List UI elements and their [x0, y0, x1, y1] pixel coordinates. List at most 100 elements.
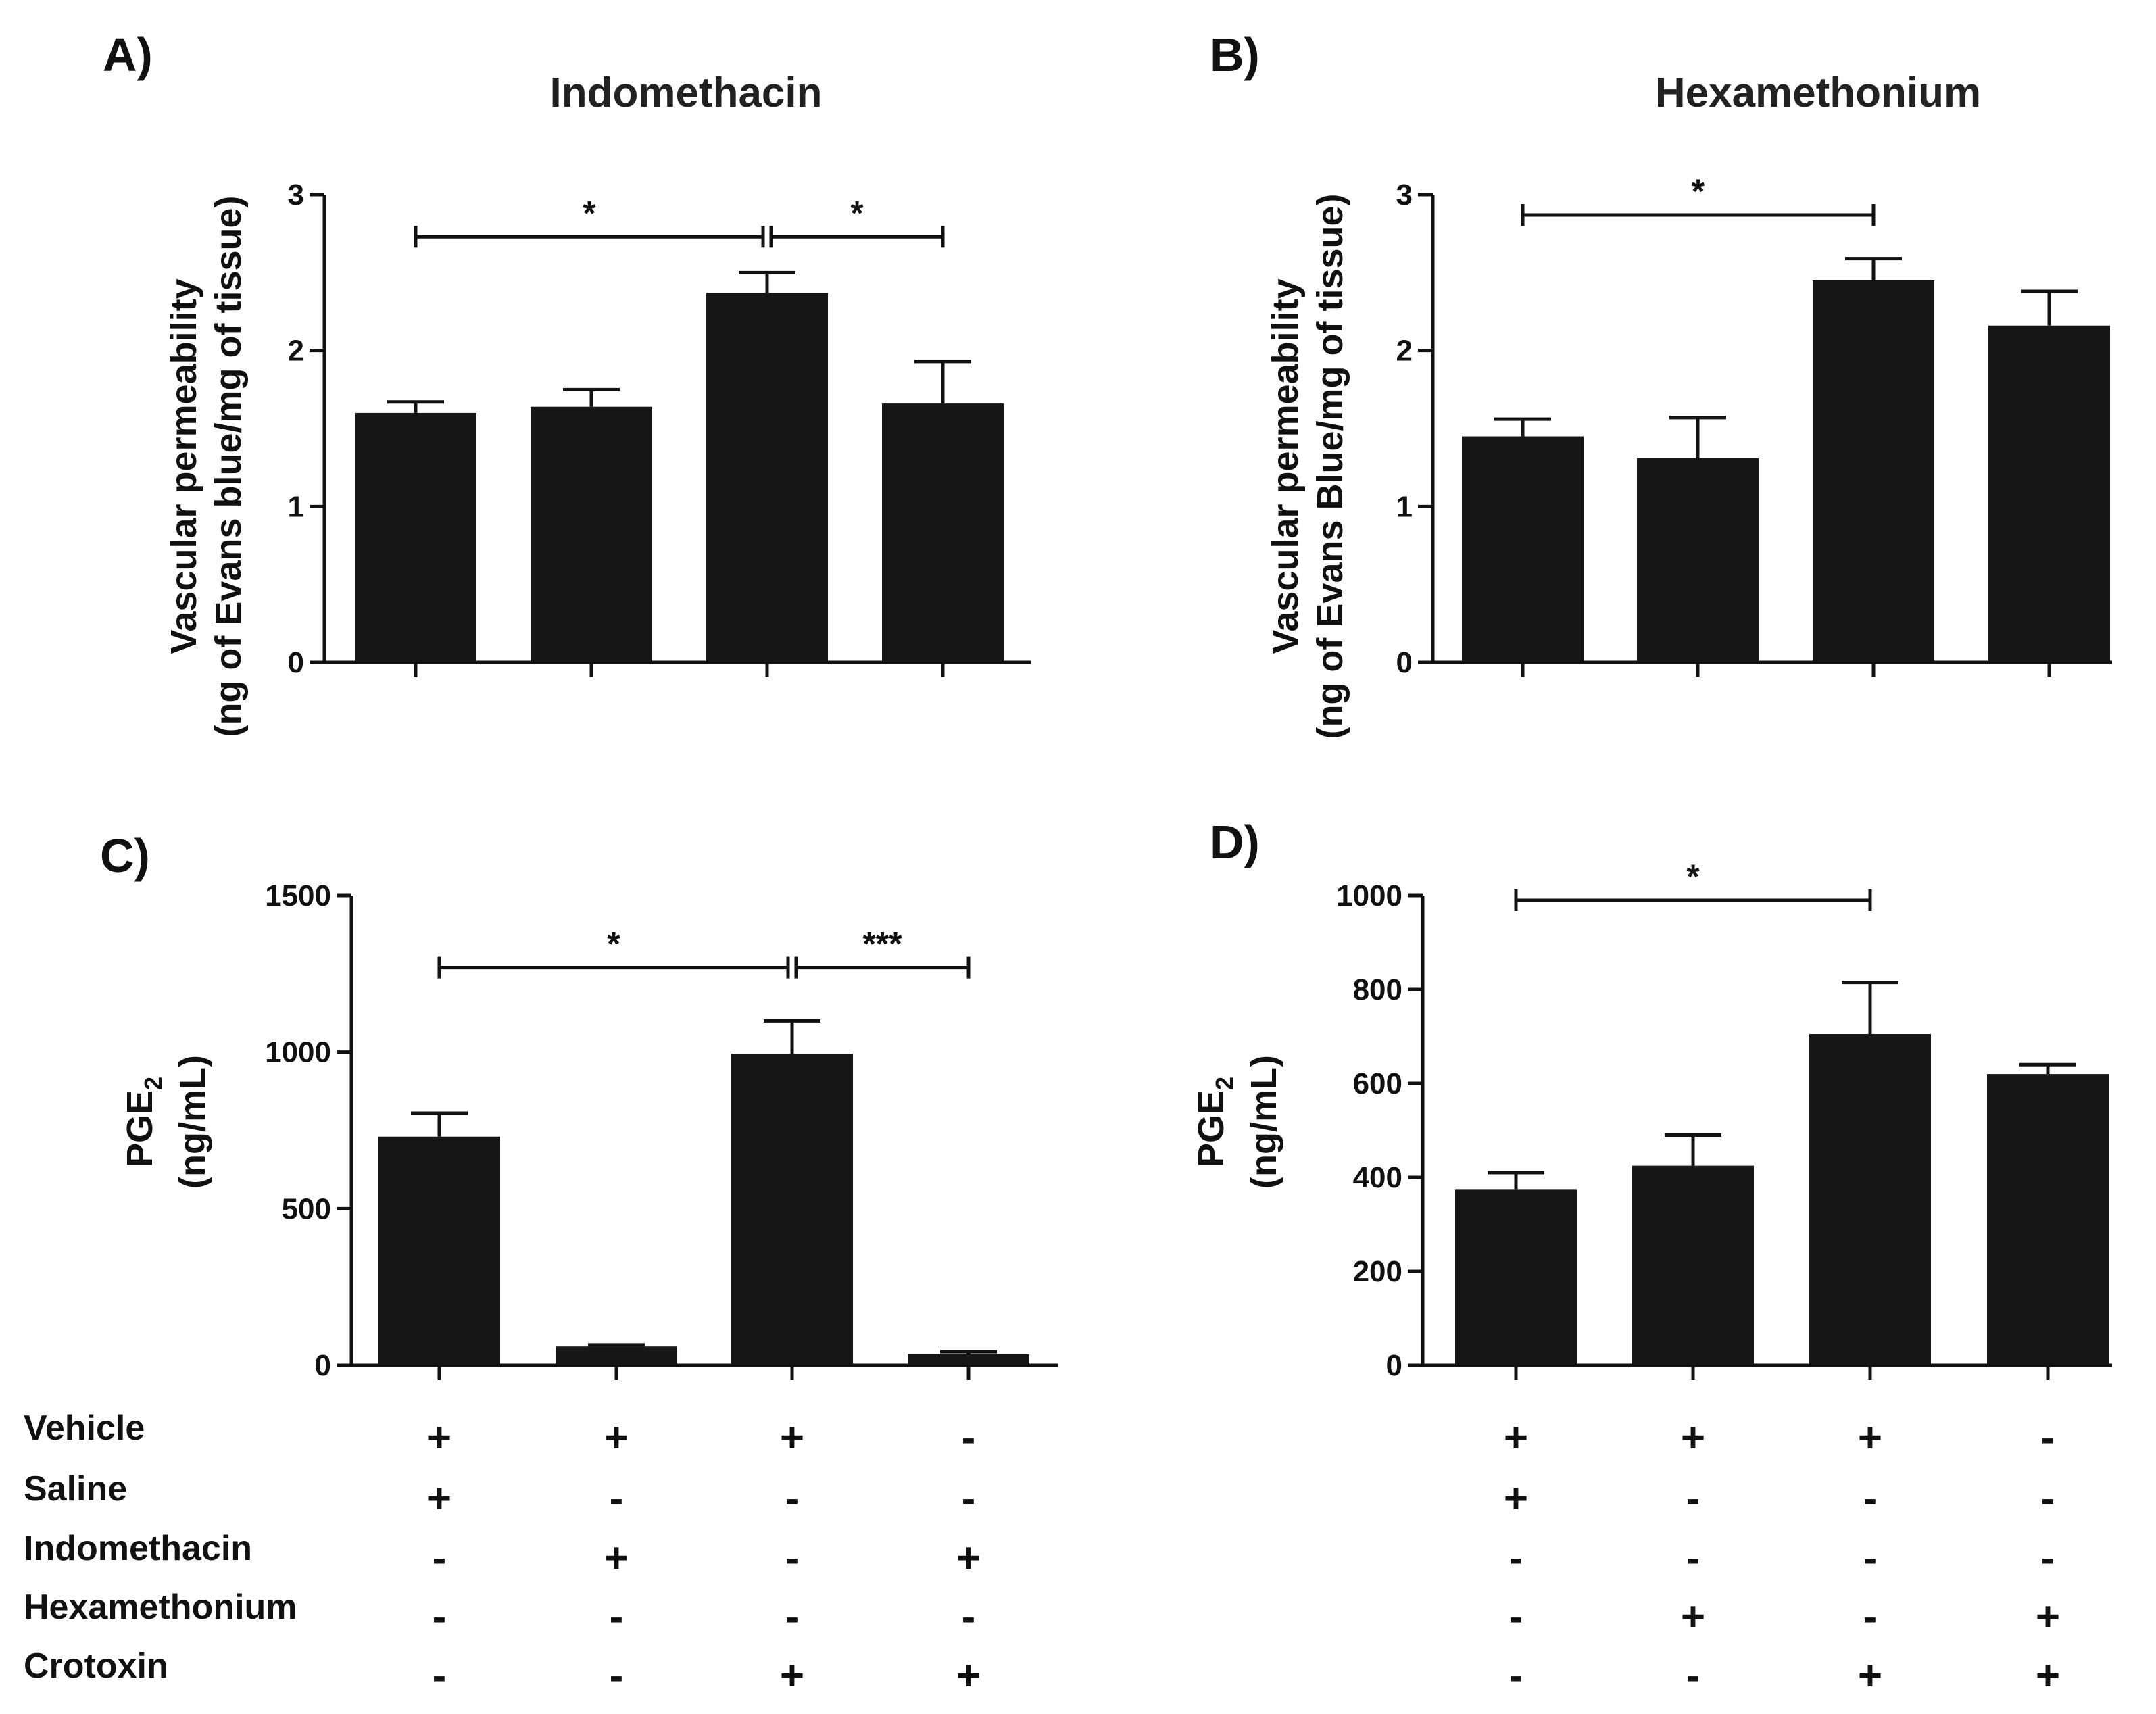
panel-c-significance-label: *	[607, 925, 620, 963]
right-sign-cell: -	[1686, 1475, 1700, 1522]
right-sign-cell: -	[2041, 1415, 2055, 1461]
right-sign-cell: +	[1858, 1652, 1882, 1699]
panel-b-ytick-label: 3	[1396, 178, 1413, 212]
panel-d-significance-label: *	[1686, 858, 1700, 896]
panel-a-bar	[882, 403, 1004, 662]
left-sign-cell: +	[780, 1652, 804, 1699]
left-sign-cell: -	[433, 1652, 447, 1699]
right-sign-cell: -	[1863, 1594, 1878, 1640]
right-sign-cell: +	[1858, 1415, 1882, 1461]
panel-d-ylabel-sub: 2	[1210, 1077, 1238, 1090]
left-sign-cell: -	[962, 1594, 976, 1640]
right-sign-cell: -	[1509, 1594, 1523, 1640]
panel-a-ylabel: Vascular permeability (ng of Evans blue/…	[164, 195, 249, 737]
panel-b-ytick-label: 1	[1396, 490, 1413, 523]
panel-a-ytick-label: 1	[288, 490, 304, 523]
right-sign-cell: -	[1863, 1535, 1878, 1582]
left-sign-cell: +	[427, 1415, 451, 1461]
left-sign-cell: +	[956, 1652, 981, 1699]
panel-b-significance-label: *	[1692, 172, 1705, 210]
panel-letter-c: C)	[100, 829, 150, 882]
row-label-hexamethonium: Hexamethonium	[24, 1588, 297, 1627]
panel-d-ylabel-main: PGE	[1191, 1090, 1231, 1167]
panel-b-ylabel: Vascular permeability (ng of Evans Blue/…	[1265, 193, 1350, 739]
panel-d-ylabel-line1: PGE2	[1191, 1077, 1238, 1167]
panel-a-ytick-label: 0	[288, 646, 304, 679]
row-label-crotoxin: Crotoxin	[24, 1646, 168, 1686]
panel-c-ylabel: PGE2 (ng/mL)	[120, 1055, 213, 1189]
left-sign-cell: -	[962, 1415, 976, 1461]
panel-c-bar	[556, 1346, 677, 1365]
panel-c-ylabel-line1: PGE2	[120, 1077, 167, 1167]
left-sign-cell: +	[604, 1535, 629, 1582]
panel-a-significance-label: *	[583, 194, 596, 232]
right-sign-cell: -	[1863, 1475, 1878, 1522]
right-sign-cell: -	[1509, 1535, 1523, 1582]
panel-letter-b: B)	[1210, 28, 1260, 81]
right-sign-cell: +	[1681, 1594, 1705, 1640]
panel-a-ylabel-line1: Vascular permeability	[164, 278, 204, 654]
panel-d-ylabel: PGE2 (ng/mL)	[1191, 1055, 1284, 1189]
panel-c-bar	[731, 1053, 853, 1365]
panel-b-ytick-label: 2	[1396, 335, 1413, 368]
right-sign-cell: -	[1509, 1652, 1523, 1699]
panel-b-ylabel-line1: Vascular permeability	[1265, 278, 1306, 654]
panel-b-bar	[1988, 325, 2110, 662]
left-sign-cell: -	[433, 1535, 447, 1582]
panel-b-title: Hexamethonium	[1655, 70, 1981, 116]
right-sign-cell: +	[1504, 1475, 1528, 1522]
right-sign-cell: -	[1686, 1535, 1700, 1582]
left-sign-cell: -	[962, 1475, 976, 1522]
panel-d-ytick-label: 800	[1353, 973, 1402, 1006]
right-sign-cell: +	[1681, 1415, 1705, 1461]
treatment-table: Vehicle + + + - + + + - Saline + - - - + - - - Indomethaci…	[24, 1409, 2060, 1699]
left-sign-cell: +	[604, 1415, 629, 1461]
panel-a-ytick-label: 3	[288, 178, 304, 212]
right-sign-cell: -	[2041, 1475, 2055, 1522]
panel-a-bar	[531, 406, 652, 662]
left-sign-cell: +	[427, 1475, 451, 1522]
panel-c-ylabel-line2: (ng/mL)	[172, 1055, 213, 1189]
panel-d-ytick-label: 0	[1386, 1349, 1402, 1382]
panel-d-ytick-label: 400	[1353, 1161, 1402, 1194]
panel-a-bar	[706, 293, 828, 662]
panel-c-ytick-label: 1000	[265, 1036, 331, 1069]
panel-b-ylabel-line2: (ng of Evans Blue/mg of tissue)	[1310, 193, 1350, 739]
panel-a-plot: 0 1 2 3 * *	[288, 178, 1031, 679]
panel-c-ytick-label: 500	[282, 1192, 331, 1225]
panel-c-ylabel-main: PGE	[120, 1090, 160, 1167]
panel-b-plot: 0 1 2 3 *	[1396, 172, 2112, 679]
panel-a-ylabel-line2: (ng of Evans blue/mg of tissue)	[208, 195, 249, 737]
row-label-vehicle: Vehicle	[24, 1409, 145, 1448]
panel-d-ytick-label: 1000	[1336, 879, 1402, 912]
left-sign-cell: +	[780, 1415, 804, 1461]
left-sign-cell: -	[433, 1594, 447, 1640]
panel-a-title: Indomethacin	[549, 70, 822, 116]
panel-d-ylabel-line2: (ng/mL)	[1244, 1055, 1284, 1189]
left-sign-cell: -	[610, 1475, 624, 1522]
left-sign-cell: -	[785, 1594, 800, 1640]
panel-d-ytick-label: 200	[1353, 1255, 1402, 1288]
panel-letter-d: D)	[1210, 816, 1260, 868]
left-sign-cell: +	[956, 1535, 981, 1582]
panel-d-bar	[1809, 1034, 1931, 1365]
panel-d-bar	[1455, 1189, 1577, 1365]
left-sign-cell: -	[610, 1594, 624, 1640]
panel-d-plot: 0 200 400 600 800 1000 *	[1336, 858, 2112, 1382]
panel-c-ytick-label: 1500	[265, 879, 331, 912]
panel-d-bar	[1632, 1165, 1754, 1365]
panel-c-significance-label: ***	[862, 925, 902, 963]
panel-a-significance-label: *	[850, 194, 864, 232]
right-sign-cell: +	[2036, 1652, 2060, 1699]
right-sign-cell: +	[1504, 1415, 1528, 1461]
panel-a-bar	[355, 412, 476, 662]
panel-letter-a: A)	[103, 28, 153, 81]
panel-b-bar	[1637, 458, 1759, 662]
panel-c-ytick-label: 0	[315, 1349, 331, 1382]
panel-a-ytick-label: 2	[288, 335, 304, 368]
left-sign-cell: -	[785, 1475, 800, 1522]
right-sign-cell: +	[2036, 1594, 2060, 1640]
left-sign-cell: -	[610, 1652, 624, 1699]
